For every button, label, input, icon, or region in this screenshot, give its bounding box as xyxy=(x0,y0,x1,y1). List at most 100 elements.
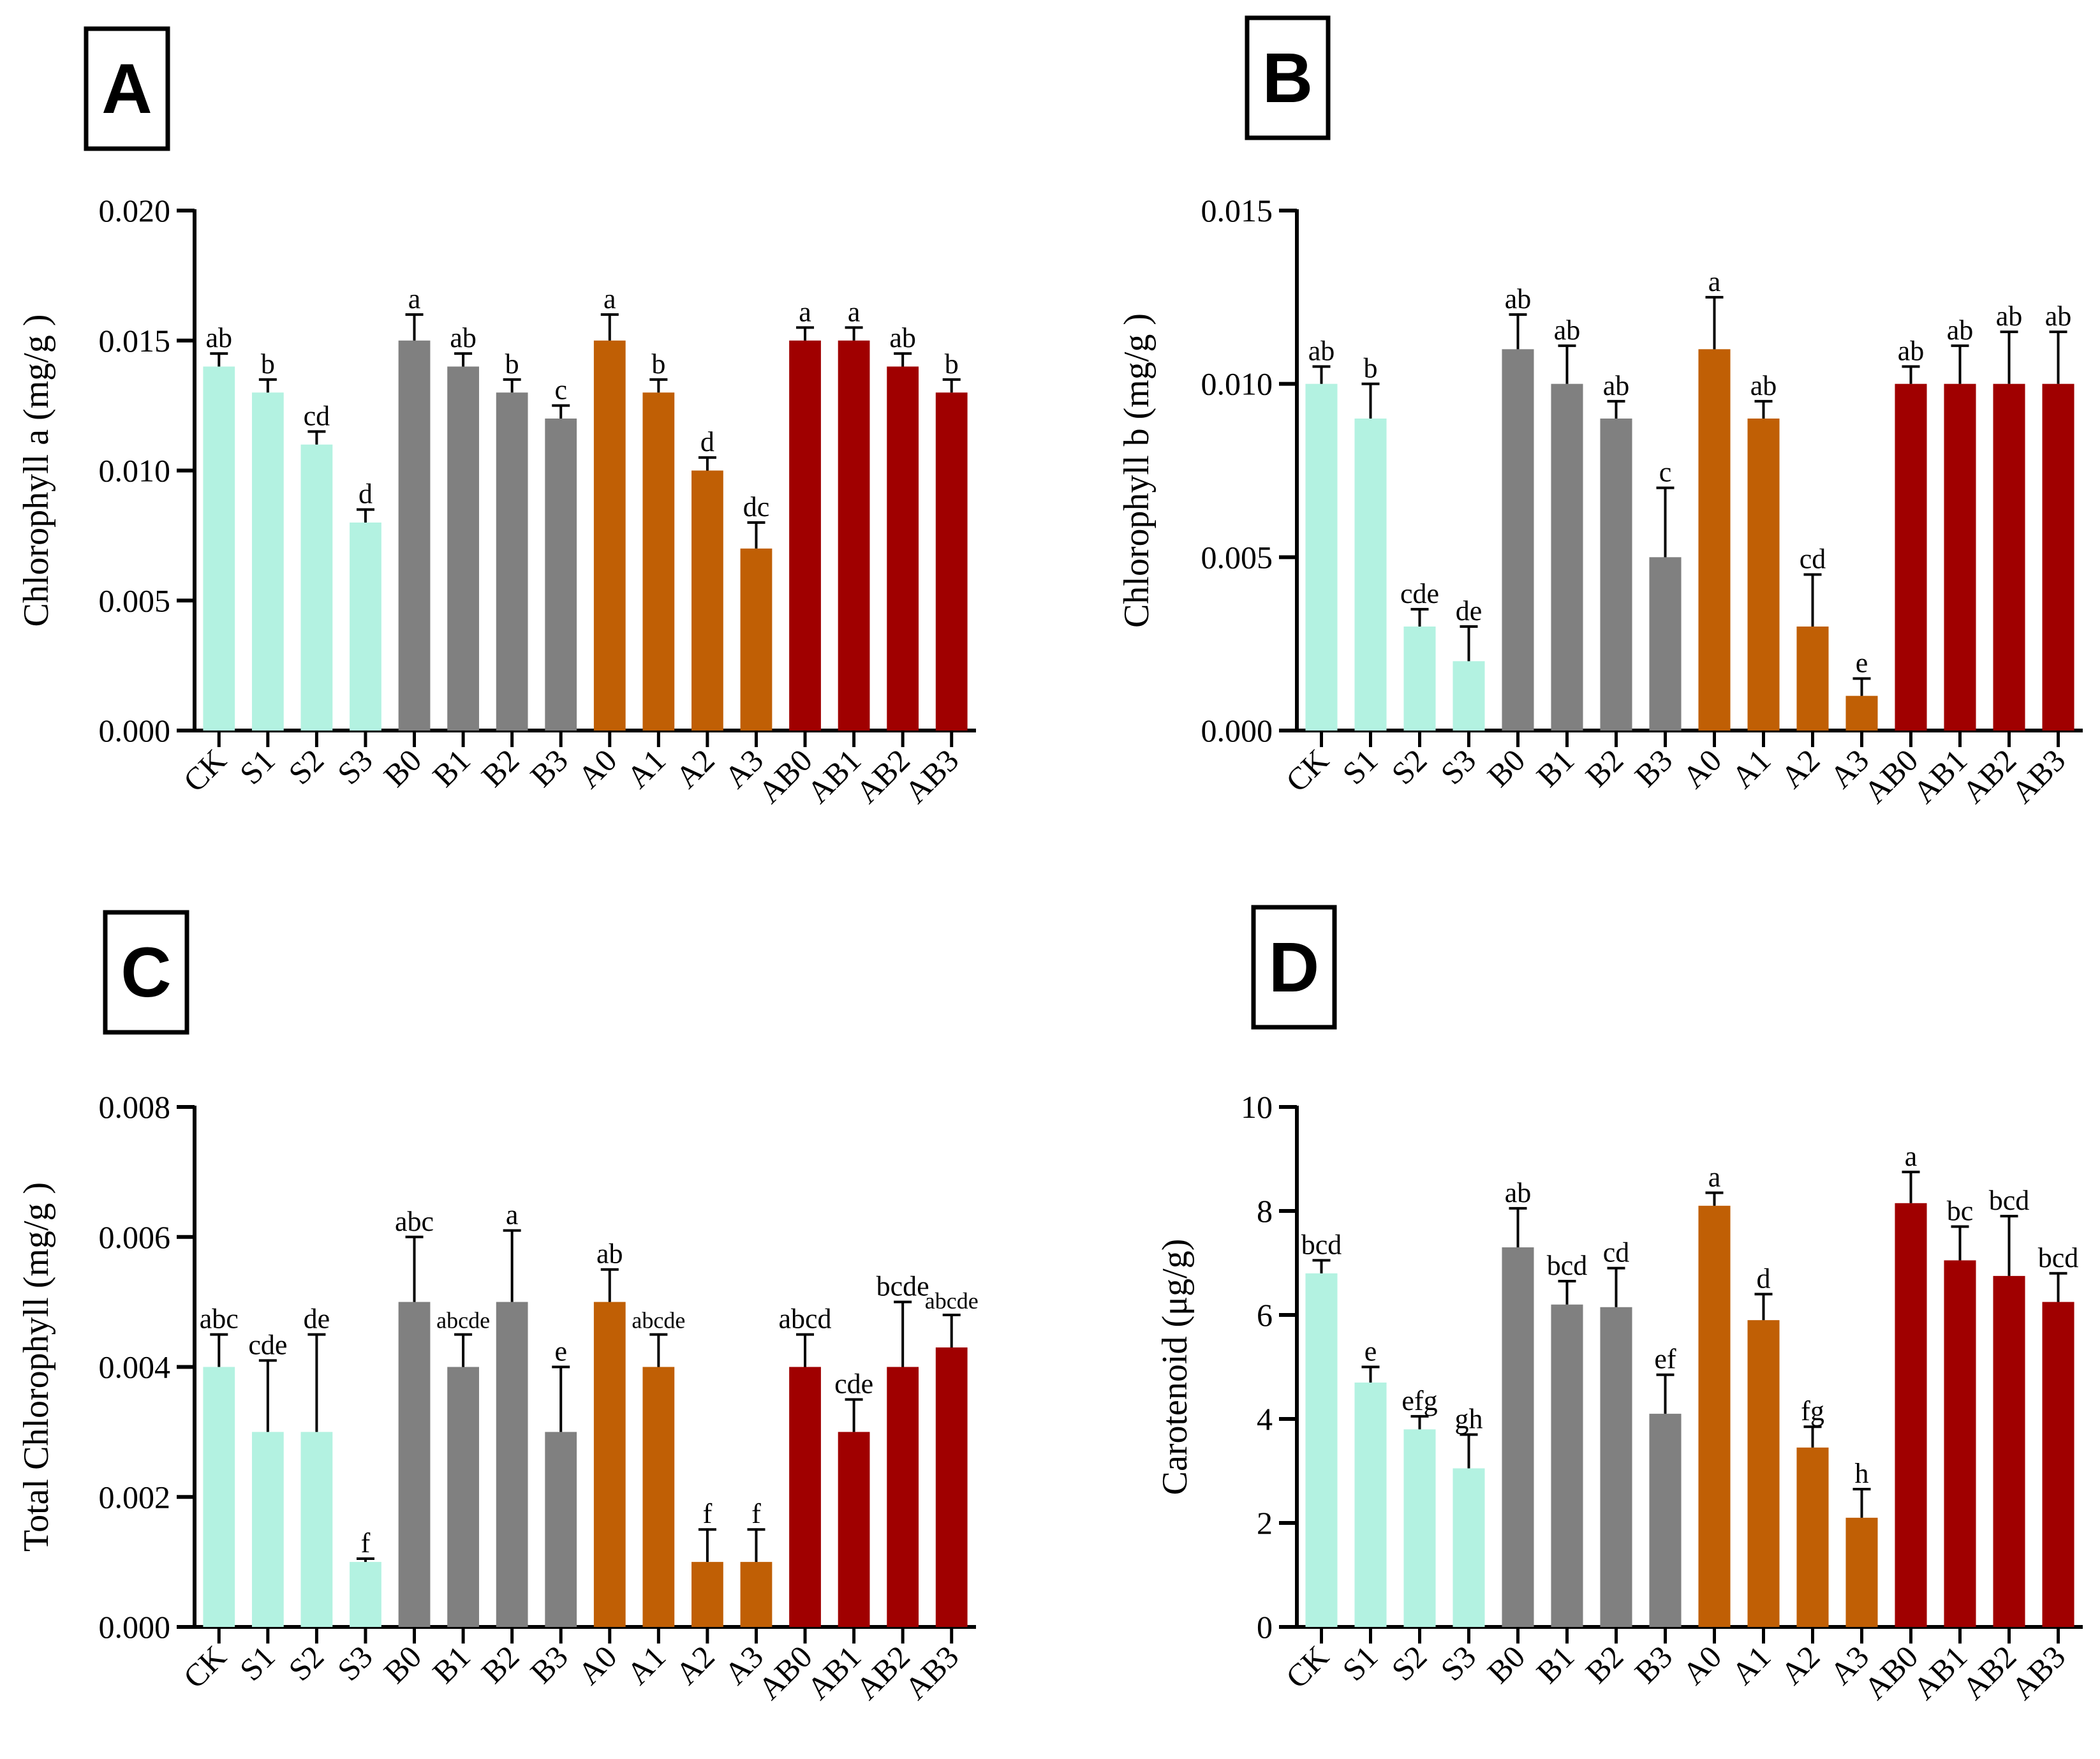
x-tick-label: A2 xyxy=(1773,742,1826,795)
x-tick-label: B1 xyxy=(425,742,477,794)
panel-label-box xyxy=(1245,15,1331,140)
bar-a0 xyxy=(1698,1205,1731,1627)
bar-b3 xyxy=(545,1432,577,1627)
significance-letter: ef xyxy=(1654,1344,1676,1375)
x-tick-label: B2 xyxy=(1578,742,1630,794)
significance-letter: a xyxy=(1905,1141,1918,1172)
x-tick-label: B3 xyxy=(523,1638,575,1690)
bar-a0 xyxy=(593,340,626,731)
bar-ab2 xyxy=(887,366,919,731)
bar-s1 xyxy=(251,392,284,731)
y-tick-label: 0.000 xyxy=(99,713,171,748)
bar-ab3 xyxy=(2042,383,2074,731)
x-tick-label: S3 xyxy=(1433,742,1483,791)
x-tick-label: B1 xyxy=(425,1638,477,1690)
y-tick-label: 0.006 xyxy=(99,1219,171,1255)
y-tick-label: 0.015 xyxy=(99,323,171,359)
panel-label: D xyxy=(1269,928,1319,1007)
bar-a2 xyxy=(691,1562,723,1627)
bar-s2 xyxy=(1403,1429,1436,1627)
significance-letter: e xyxy=(1364,1336,1377,1367)
y-tick-label: 0.005 xyxy=(99,583,171,618)
significance-letter: b xyxy=(1364,353,1378,384)
significance-letter: abcde xyxy=(632,1308,685,1333)
panel-label: C xyxy=(121,933,171,1012)
bar-ab1 xyxy=(1944,1260,1976,1627)
significance-letter: a xyxy=(408,283,421,315)
significance-letter: bcd xyxy=(1989,1185,2030,1216)
significance-letter: ab xyxy=(1603,370,1630,401)
x-tick-label: A1 xyxy=(1724,1638,1777,1691)
bar-ab0 xyxy=(789,1367,821,1627)
bar-ab0 xyxy=(1895,1203,1927,1627)
significance-letter: d xyxy=(700,426,714,457)
significance-letter: c xyxy=(1659,457,1672,488)
significance-letter: cd xyxy=(1800,544,1826,575)
bar-a1 xyxy=(1747,1320,1780,1627)
significance-letter: e xyxy=(1856,648,1868,679)
bar-ck xyxy=(1305,383,1338,731)
bar-ab2 xyxy=(1993,1275,2025,1627)
y-tick-label: 0.008 xyxy=(99,1089,171,1125)
x-tick-label: B0 xyxy=(1480,742,1532,794)
bar-ab3 xyxy=(935,1347,968,1627)
bar-b0 xyxy=(1502,1247,1534,1627)
significance-letter: a xyxy=(506,1199,519,1231)
y-tick-label: 6 xyxy=(1257,1297,1273,1333)
x-tick-label: S3 xyxy=(330,1638,380,1688)
x-tick-label: AB3 xyxy=(898,1638,965,1706)
x-tick-label: S1 xyxy=(233,1638,282,1688)
bar-s2 xyxy=(300,1432,333,1627)
x-tick-label: A1 xyxy=(1724,742,1777,795)
bar-s1 xyxy=(1354,1382,1387,1627)
significance-letter: abc xyxy=(200,1303,239,1335)
x-tick-label: B1 xyxy=(1529,1638,1581,1690)
significance-letter: f xyxy=(751,1498,761,1529)
significance-letter: abc xyxy=(395,1206,434,1237)
x-tick-label: A1 xyxy=(619,742,672,795)
bar-s3 xyxy=(1453,661,1485,731)
x-tick-label: A0 xyxy=(1675,742,1728,795)
x-tick-label: A2 xyxy=(669,1638,721,1691)
x-tick-label: S3 xyxy=(1433,1638,1483,1688)
y-axis-label: Carotenoid (μg/g) xyxy=(1155,1239,1195,1496)
significance-letter: bcd xyxy=(2038,1242,2079,1273)
significance-letter: de xyxy=(1456,595,1483,627)
bar-a0 xyxy=(1698,349,1731,731)
bar-a1 xyxy=(642,392,675,731)
x-tick-label: B1 xyxy=(1529,742,1581,794)
significance-letter: a xyxy=(603,283,616,315)
significance-letter: bcd xyxy=(1547,1250,1588,1281)
y-tick-label: 4 xyxy=(1257,1401,1273,1437)
x-tick-label: A2 xyxy=(1773,1638,1826,1691)
bar-ab3 xyxy=(2042,1302,2074,1627)
bar-a3 xyxy=(1845,1517,1878,1627)
significance-letter: e xyxy=(554,1336,567,1367)
significance-letter: abcd xyxy=(779,1303,832,1335)
bar-ab3 xyxy=(935,392,968,731)
significance-letter: fg xyxy=(1801,1395,1824,1427)
bar-a2 xyxy=(691,470,723,731)
x-tick-label: B2 xyxy=(1578,1638,1630,1690)
x-tick-label: S1 xyxy=(233,742,282,791)
bar-a3 xyxy=(1845,695,1878,731)
y-tick-label: 0.002 xyxy=(99,1479,171,1515)
x-tick-label: CK xyxy=(1279,742,1336,799)
significance-letter: abcde xyxy=(436,1308,490,1333)
x-tick-label: AB3 xyxy=(2004,1638,2072,1706)
panel-label-box xyxy=(84,26,170,151)
significance-letter: b xyxy=(261,348,275,380)
panel-c: C 0.000 0.002 0.004 0.006 0.008 Total Chloroph… xyxy=(17,910,979,1707)
x-tick-label: AB3 xyxy=(898,742,965,810)
significance-letter: ab xyxy=(1505,1177,1532,1208)
bar-ab1 xyxy=(1944,383,1976,731)
y-tick-label: 8 xyxy=(1257,1193,1273,1229)
significance-letter: de xyxy=(304,1303,330,1335)
bar-ck xyxy=(1305,1273,1338,1627)
bar-ab1 xyxy=(838,340,870,731)
significance-letter: c xyxy=(554,375,567,406)
bar-s3 xyxy=(350,1562,381,1627)
bar-a1 xyxy=(642,1367,675,1627)
bar-b3 xyxy=(545,419,577,731)
